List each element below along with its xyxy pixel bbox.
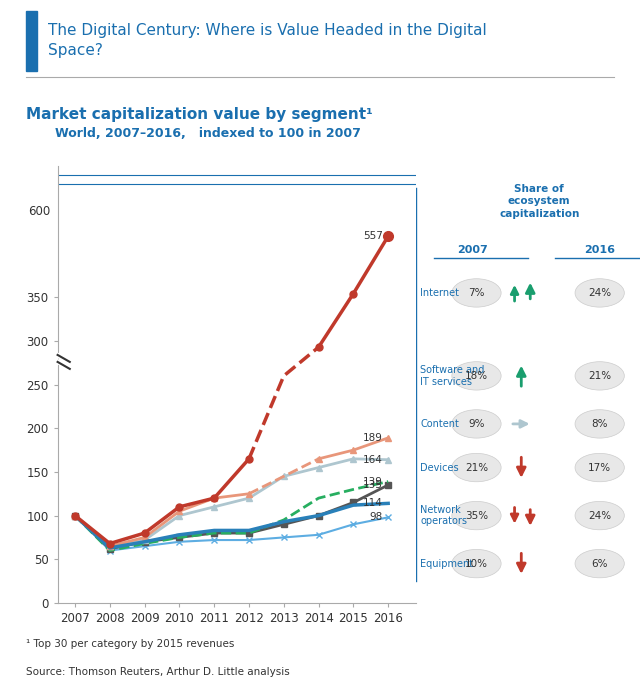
Text: 18%: 18% xyxy=(465,371,488,381)
Text: 600: 600 xyxy=(28,205,51,218)
Ellipse shape xyxy=(575,502,624,529)
Text: 164: 164 xyxy=(363,455,383,465)
Text: 21%: 21% xyxy=(465,462,488,473)
Text: 7%: 7% xyxy=(468,288,484,298)
Text: 139: 139 xyxy=(363,477,383,486)
Ellipse shape xyxy=(452,550,501,578)
Text: Share of
ecosystem
capitalization: Share of ecosystem capitalization xyxy=(499,184,579,218)
Text: World, 2007–2016,   indexed to 100 in 2007: World, 2007–2016, indexed to 100 in 2007 xyxy=(55,127,361,140)
Ellipse shape xyxy=(575,362,624,390)
Ellipse shape xyxy=(452,410,501,438)
Ellipse shape xyxy=(452,279,501,307)
Text: The Digital Century: Where is Value Headed in the Digital
Space?: The Digital Century: Where is Value Head… xyxy=(48,24,487,58)
Text: Source: Thomson Reuters, Arthur D. Little analysis: Source: Thomson Reuters, Arthur D. Littl… xyxy=(26,667,289,677)
Bar xyxy=(26,11,37,71)
Text: 6%: 6% xyxy=(591,559,608,569)
Text: Equipment: Equipment xyxy=(420,559,474,569)
Text: 98: 98 xyxy=(370,512,383,523)
Text: 557: 557 xyxy=(363,231,383,241)
Ellipse shape xyxy=(575,550,624,578)
Text: 2016: 2016 xyxy=(584,245,615,255)
Text: 24%: 24% xyxy=(588,511,611,520)
Text: 114: 114 xyxy=(363,498,383,509)
Ellipse shape xyxy=(452,453,501,482)
Ellipse shape xyxy=(575,410,624,438)
Ellipse shape xyxy=(575,279,624,307)
Ellipse shape xyxy=(452,362,501,390)
Text: 35%: 35% xyxy=(465,511,488,520)
Text: 10%: 10% xyxy=(465,559,488,569)
Ellipse shape xyxy=(575,453,624,482)
Text: Content: Content xyxy=(420,419,460,429)
Text: ¹ Top 30 per category by 2015 revenues: ¹ Top 30 per category by 2015 revenues xyxy=(26,640,234,649)
Text: Devices: Devices xyxy=(420,462,459,473)
Text: 189: 189 xyxy=(363,433,383,443)
Text: 2007: 2007 xyxy=(456,245,488,255)
Text: 8%: 8% xyxy=(591,419,608,429)
Text: 21%: 21% xyxy=(588,371,611,381)
Text: Market capitalization value by segment¹: Market capitalization value by segment¹ xyxy=(26,107,372,122)
Ellipse shape xyxy=(452,502,501,529)
Text: Network
operators: Network operators xyxy=(420,505,467,527)
Text: Internet: Internet xyxy=(420,288,460,298)
Text: 24%: 24% xyxy=(588,288,611,298)
Text: Software and
IT services: Software and IT services xyxy=(420,365,485,387)
Text: 9%: 9% xyxy=(468,419,484,429)
Text: 135: 135 xyxy=(363,480,383,490)
Text: 17%: 17% xyxy=(588,462,611,473)
